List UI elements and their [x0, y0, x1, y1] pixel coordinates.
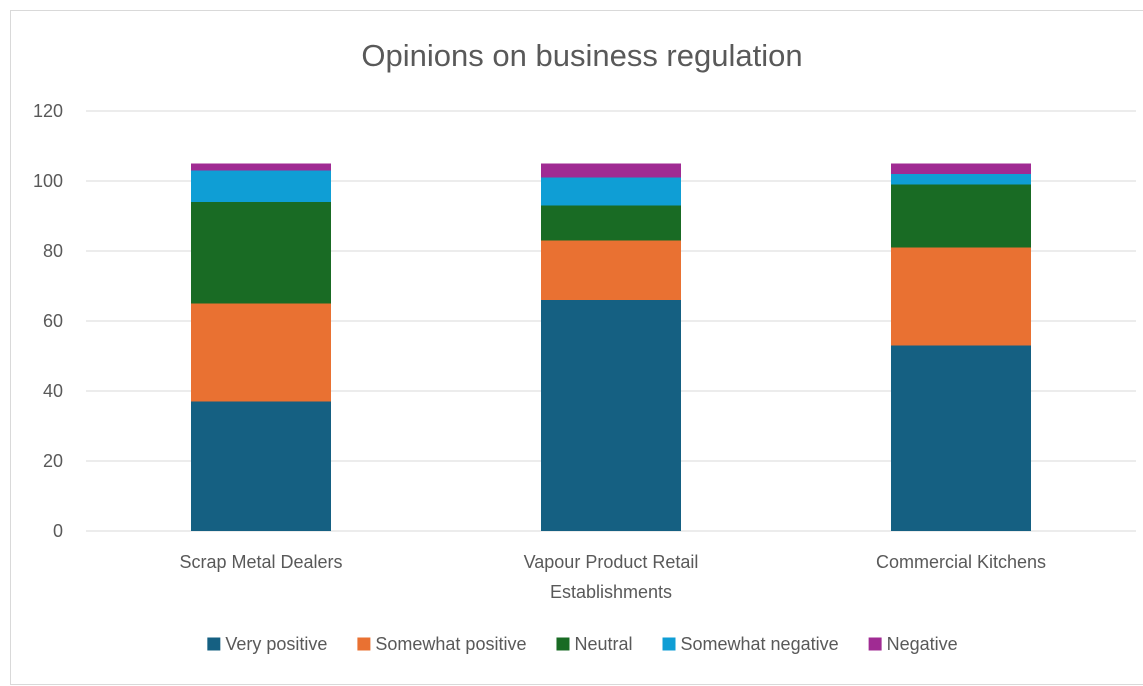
bar-segment [541, 177, 681, 206]
y-tick-label: 80 [43, 241, 63, 261]
bar-segment [541, 205, 681, 241]
chart-title: Opinions on business regulation [361, 38, 802, 73]
bar-segment [191, 202, 331, 304]
bar-segment [891, 163, 1031, 174]
legend-swatch [357, 637, 371, 651]
legend: Very positive Somewhat positive Neutral Som… [207, 634, 958, 654]
legend-swatch [556, 637, 570, 651]
legend-swatch [207, 637, 221, 651]
x-category-label: Commercial Kitchens [876, 552, 1046, 572]
bar-segment [891, 174, 1031, 185]
x-category-label: Scrap Metal Dealers [179, 552, 342, 572]
legend-item: Neutral [556, 634, 633, 654]
y-tick-label: 60 [43, 311, 63, 331]
y-tick-label: 120 [33, 101, 63, 121]
bar-segment [891, 345, 1031, 531]
bar-segment [891, 184, 1031, 248]
legend-label: Very positive [225, 634, 327, 654]
legend-label: Neutral [574, 634, 632, 654]
legend-swatch [868, 637, 882, 651]
bar-segment [191, 170, 331, 202]
stacked-bar-chart: Opinions on business regulation 0 20 40 60 8… [33, 38, 1136, 654]
bar-segment [191, 401, 331, 531]
y-tick-label: 20 [43, 451, 63, 471]
x-axis-categories: Scrap Metal Dealers Vapour Product Retail… [179, 552, 1046, 602]
x-category-label: Establishments [550, 582, 672, 602]
legend-item: Somewhat negative [662, 634, 839, 654]
x-category-label: Vapour Product Retail [524, 552, 699, 572]
y-tick-label: 40 [43, 381, 63, 401]
bars [191, 163, 1031, 531]
chart-frame: Opinions on business regulation 0 20 40 60 8… [10, 10, 1143, 685]
legend-label: Negative [887, 634, 958, 654]
legend-label: Somewhat positive [375, 634, 526, 654]
y-tick-label: 100 [33, 171, 63, 191]
bar-segment [541, 240, 681, 300]
y-tick-label: 0 [53, 521, 63, 541]
bar-segment [541, 163, 681, 178]
legend-item: Very positive [207, 634, 327, 654]
bar-segment [191, 303, 331, 402]
bar-segment [541, 300, 681, 531]
bar-segment [891, 247, 1031, 346]
y-axis-ticks: 0 20 40 60 80 100 120 [33, 101, 63, 541]
legend-swatch [662, 637, 676, 651]
bar-segment [191, 163, 331, 171]
legend-item: Somewhat positive [357, 634, 526, 654]
legend-label: Somewhat negative [681, 634, 839, 654]
legend-item: Negative [868, 634, 958, 654]
